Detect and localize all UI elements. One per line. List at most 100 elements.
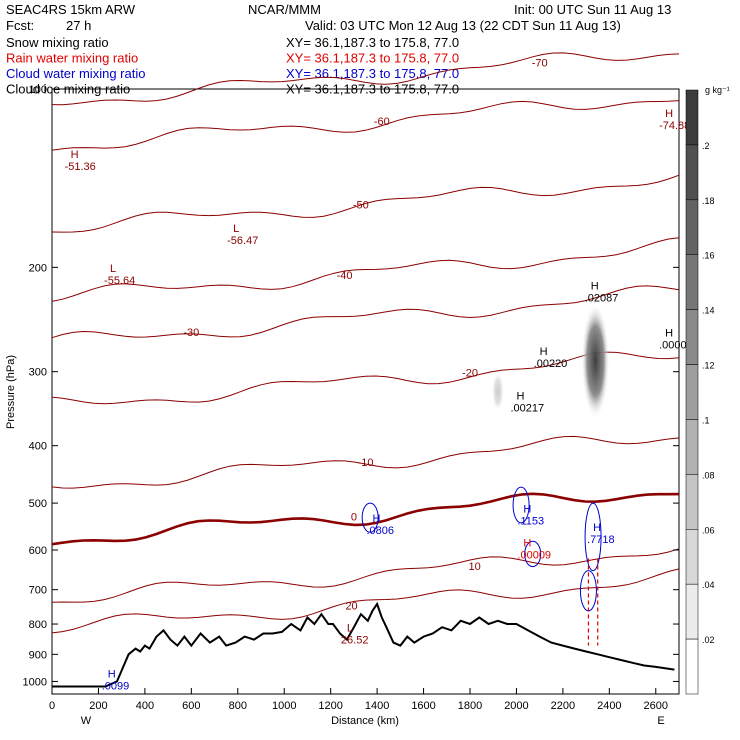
isotherm-line-9 bbox=[51, 568, 680, 634]
extremum-marker-11: H bbox=[593, 522, 601, 534]
extremum-value-3: 26.52 bbox=[341, 635, 369, 647]
init-time-label: Init: 00 UTC Sun 11 Aug 13 bbox=[514, 2, 671, 17]
colorbar-swatch-7 bbox=[685, 474, 699, 530]
terrain-line bbox=[52, 601, 675, 688]
extremum-value-4: .0806 bbox=[366, 525, 394, 537]
x-tick-label-1800: 1800 bbox=[458, 700, 482, 712]
extremum-value-1: -55.64 bbox=[104, 275, 135, 287]
x-tick-label-800: 800 bbox=[229, 700, 247, 712]
extremum-value-11: .7718 bbox=[587, 534, 615, 546]
extremum-value-7: .00220 bbox=[534, 358, 568, 370]
field-name-0: Snow mixing ratio bbox=[6, 35, 109, 50]
extremum-marker-5: H bbox=[523, 504, 531, 516]
x-tick-label-0: 0 bbox=[49, 700, 55, 712]
colorbar-swatch-1 bbox=[685, 144, 699, 201]
colorbar-swatch-9 bbox=[685, 583, 699, 640]
extremum-marker-0: H bbox=[71, 149, 79, 161]
colorbar-swatch-6 bbox=[685, 419, 699, 475]
colorbar-swatch-8 bbox=[685, 529, 699, 585]
isotherm-line-8 bbox=[51, 548, 680, 603]
isotherm-line-2 bbox=[51, 174, 680, 233]
y-tick-label-1000: 1000 bbox=[23, 676, 47, 688]
isotherm-label-7: 0 bbox=[351, 512, 357, 524]
cloud-water-contour-2 bbox=[524, 540, 542, 568]
x-tick-label-1200: 1200 bbox=[318, 700, 342, 712]
y-tick-label-700: 700 bbox=[29, 585, 47, 597]
extremum-marker-1: L bbox=[110, 263, 116, 275]
plot-area-frame bbox=[51, 88, 680, 695]
colorbar-swatch-2 bbox=[685, 199, 699, 255]
extremum-marker-12: H bbox=[665, 108, 673, 120]
isotherm-label-2: -50 bbox=[353, 200, 369, 212]
isotherm-line-7 bbox=[51, 492, 680, 546]
forecast-hour-label: Fcst: bbox=[6, 18, 34, 33]
isotherm-line-0 bbox=[51, 52, 680, 106]
extremum-value-10: .0000 bbox=[659, 340, 687, 352]
colorbar-tick-6: .08 bbox=[702, 470, 715, 480]
x-tick-label-1000: 1000 bbox=[272, 700, 296, 712]
extremum-value-13: .0099 bbox=[102, 680, 130, 692]
y-tick-label-400: 400 bbox=[29, 441, 47, 453]
isotherm-label-6: -10 bbox=[358, 457, 374, 469]
snow-shading-0 bbox=[581, 303, 610, 419]
x-tick-label-2600: 2600 bbox=[644, 700, 668, 712]
isotherm-line-6 bbox=[51, 435, 680, 489]
y-tick-label-300: 300 bbox=[29, 367, 47, 379]
y-tick-label-900: 900 bbox=[29, 649, 47, 661]
center-label: NCAR/MMM bbox=[248, 2, 321, 17]
model-run-label: SEAC4RS 15km ARW bbox=[6, 2, 136, 17]
forecast-hour-value: 27 h bbox=[66, 18, 91, 33]
colorbar-swatch-0 bbox=[685, 89, 699, 146]
x-tick-label-2400: 2400 bbox=[597, 700, 621, 712]
y-tick-label-600: 600 bbox=[29, 545, 47, 557]
colorbar-swatch-3 bbox=[685, 254, 699, 310]
y-tick-label-500: 500 bbox=[29, 498, 47, 510]
isotherm-label-0: -70 bbox=[532, 58, 548, 70]
extremum-marker-8: H bbox=[516, 391, 524, 403]
isotherm-line-1 bbox=[51, 100, 680, 151]
x-tick-label-600: 600 bbox=[182, 700, 200, 712]
west-end-label: W bbox=[81, 715, 92, 727]
extremum-marker-9: H bbox=[591, 281, 599, 293]
isotherm-label-4: -30 bbox=[183, 327, 199, 339]
isotherm-line-5 bbox=[51, 351, 680, 405]
cloud-water-contour-3 bbox=[584, 502, 602, 572]
x-tick-label-400: 400 bbox=[136, 700, 154, 712]
colorbar-tick-4: .12 bbox=[702, 361, 715, 371]
field-xy-1: XY= 36.1,187.3 to 175.8, 77.0 bbox=[286, 51, 459, 66]
colorbar-tick-7: .06 bbox=[702, 525, 715, 535]
snow-shading-1 bbox=[491, 371, 504, 412]
extremum-marker-13: H bbox=[108, 668, 116, 680]
x-axis-label: Distance (km) bbox=[331, 715, 399, 727]
colorbar-swatch-5 bbox=[685, 364, 699, 420]
colorbar-tick-0: .2 bbox=[702, 141, 710, 151]
x-tick-label-1600: 1600 bbox=[411, 700, 435, 712]
y-tick-label-800: 800 bbox=[29, 619, 47, 631]
isotherm-label-3: -40 bbox=[337, 270, 353, 282]
cloud-water-contour-1 bbox=[512, 486, 530, 524]
colorbar: .2 .18 .16 .14 .12 .1 .08 .06 .04 .02 bbox=[685, 89, 715, 695]
isotherm-line-3 bbox=[51, 237, 680, 302]
extremum-marker-7: H bbox=[540, 346, 548, 358]
cloud-water-contour-4 bbox=[579, 570, 597, 612]
field-name-2: Cloud water mixing ratio bbox=[6, 66, 145, 81]
extremum-marker-4: H bbox=[372, 513, 380, 525]
colorbar-tick-8: .04 bbox=[702, 580, 715, 590]
colorbar-swatch-4 bbox=[685, 309, 699, 365]
y-tick-label-200: 200 bbox=[29, 262, 47, 274]
extremum-value-0: -51.36 bbox=[65, 161, 96, 173]
extremum-value-9: .02087 bbox=[585, 293, 619, 305]
extremum-marker-10: H bbox=[665, 328, 673, 340]
valid-time-label: Valid: 03 UTC Mon 12 Aug 13 (22 CDT Sun … bbox=[305, 18, 621, 33]
east-end-label: E bbox=[657, 715, 664, 727]
x-tick-label-2200: 2200 bbox=[551, 700, 575, 712]
cloud-water-contour-0 bbox=[361, 502, 379, 533]
y-axis-label: Pressure (hPa) bbox=[5, 355, 17, 429]
isotherm-label-5: -20 bbox=[462, 367, 478, 379]
colorbar-tick-2: .16 bbox=[702, 251, 715, 261]
colorbar-unit: g kg⁻¹ bbox=[705, 85, 730, 95]
extremum-value-8: .00217 bbox=[510, 403, 544, 415]
isotherm-line-4 bbox=[51, 285, 680, 339]
isotherm-label-8: 10 bbox=[469, 561, 481, 573]
